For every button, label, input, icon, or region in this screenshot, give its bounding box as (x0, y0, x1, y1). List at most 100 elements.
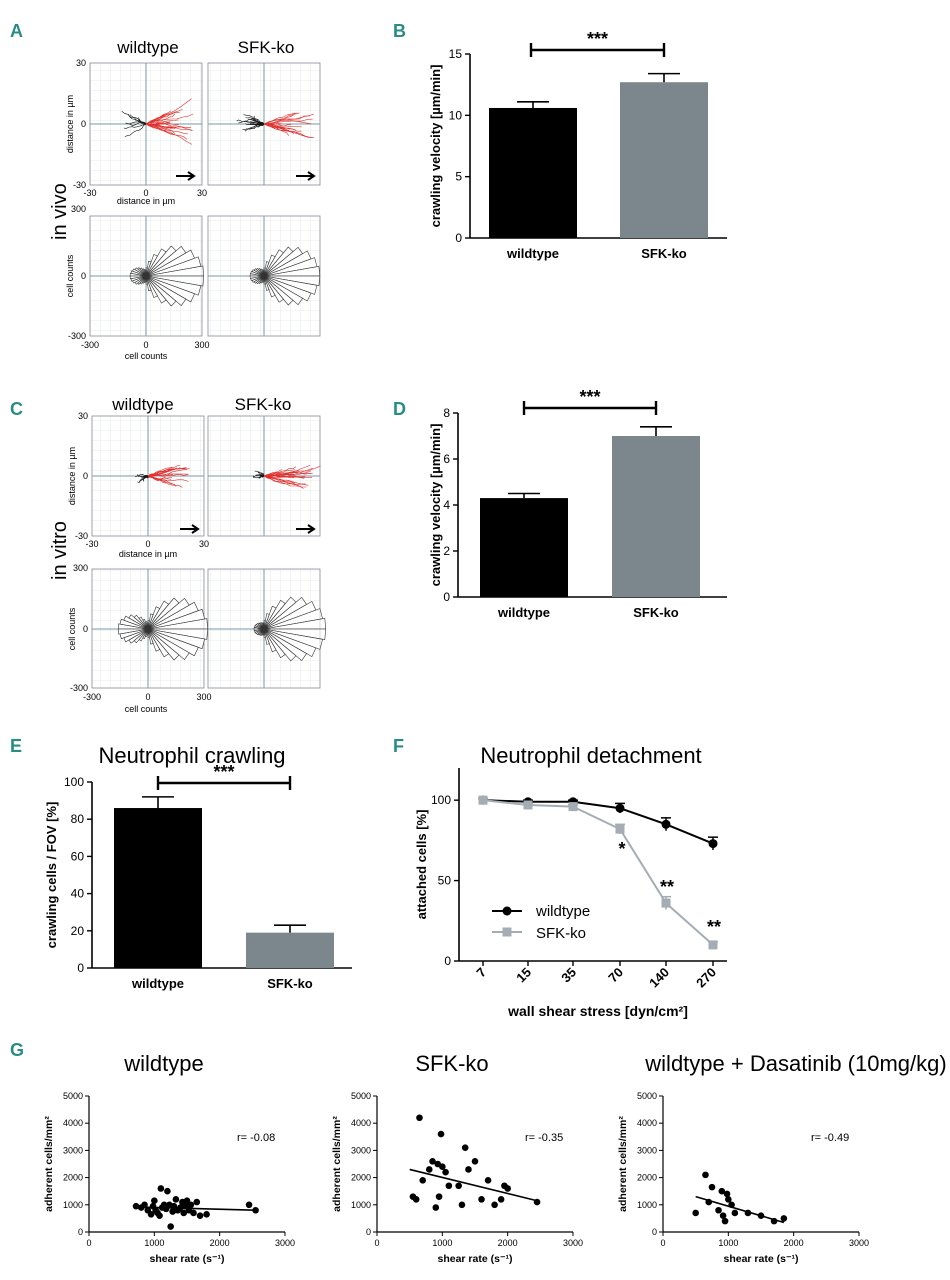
x-category-label: wildtype (131, 976, 184, 991)
data-point (715, 1206, 722, 1214)
legend-marker-wildtype (502, 906, 512, 916)
rose-vitro-sfk (253, 596, 327, 662)
x-tick-label: 270 (693, 965, 719, 991)
bar-wildtype (114, 808, 202, 968)
y-tick-label: 50 (438, 874, 452, 888)
data-point (721, 1217, 729, 1225)
track-line (263, 123, 315, 138)
track-line (129, 114, 147, 125)
x-tick-label: 0 (86, 1238, 91, 1248)
data-point-sfk-ko (661, 898, 671, 908)
track-ylabel: distance in µm (67, 447, 77, 505)
data-point (172, 1196, 180, 1203)
x-category-label: SFK-ko (633, 605, 679, 620)
track-line (147, 475, 177, 487)
tick-a-rose-ymid: 0 (81, 271, 86, 281)
track-line (253, 475, 265, 479)
chart-title: SFK-ko (415, 1051, 488, 1076)
x-tick-label: 140 (646, 965, 672, 991)
col-title-sfk: SFK-ko (235, 395, 292, 414)
y-tick-label: 4000 (637, 1118, 657, 1128)
track-line (145, 123, 193, 145)
data-point (692, 1209, 699, 1217)
y-tick-label: 0 (443, 590, 450, 604)
track-line (263, 470, 299, 477)
data-point (702, 1171, 709, 1179)
y-axis-label: crawling velocity [µm/min] (428, 65, 443, 228)
track-lines-vivo-sfk (236, 112, 315, 139)
track-line (263, 123, 303, 128)
y-tick-label: 3000 (637, 1145, 657, 1155)
data-point (183, 1197, 191, 1205)
track-line (125, 122, 147, 127)
y-tick-label: 2000 (63, 1173, 83, 1183)
data-point (708, 1183, 716, 1191)
tick-c-rose-xleft: -300 (83, 692, 101, 702)
x-tick-label: 1000 (718, 1238, 738, 1248)
direction-arrow-icon (176, 171, 196, 181)
correlation-label: r= -0.35 (525, 1132, 563, 1144)
panel-label-e: E (10, 736, 22, 756)
track-line (145, 114, 164, 125)
data-point (164, 1187, 171, 1195)
panel-label-a: A (10, 21, 23, 41)
track-line (245, 117, 265, 125)
data-point (435, 1193, 443, 1200)
panel-label-f: F (393, 736, 404, 756)
y-tick-label: 0 (444, 954, 451, 968)
track-line (137, 475, 149, 478)
rose-xlabel: cell counts (125, 704, 168, 714)
track-line (147, 466, 173, 477)
track-line (263, 466, 297, 477)
y-tick-label: 5 (455, 170, 462, 184)
data-point (458, 1201, 466, 1209)
data-point (484, 1177, 492, 1184)
tick-c-rose-xmid: 0 (145, 692, 150, 702)
y-tick-label: 0 (77, 961, 84, 975)
track-line (263, 474, 295, 478)
data-point (167, 1223, 174, 1230)
tick-c-xmid: 0 (145, 539, 150, 549)
y-tick-label: 2000 (637, 1173, 657, 1183)
x-tick-label: 3000 (563, 1238, 583, 1248)
panel-label-g: G (10, 1040, 24, 1060)
data-point (455, 1182, 462, 1190)
x-category-label: wildtype (497, 605, 550, 620)
data-point (439, 1163, 446, 1171)
significance-marker: * (618, 839, 625, 859)
y-tick-label: 5000 (351, 1091, 371, 1101)
track-line (145, 123, 176, 134)
y-tick-label: 4000 (351, 1118, 371, 1128)
regression-line (134, 1206, 256, 1212)
track-line (257, 471, 265, 477)
data-point (190, 1209, 197, 1217)
y-tick-label: 0 (366, 1227, 371, 1237)
tick-c-rose-ytop: 300 (73, 563, 88, 573)
x-tick-label: 2000 (210, 1238, 230, 1248)
bar-sfk-ko (620, 82, 708, 238)
chart-b: 0 5 10 15 wildtype SFK-ko *** crawling velocity… (428, 29, 727, 261)
tick-a-xleft: -30 (83, 188, 96, 198)
track-line (147, 467, 181, 477)
rose-sector (129, 275, 147, 280)
data-point (147, 1211, 155, 1218)
x-tick-label: 1000 (144, 1238, 164, 1248)
legend-marker-sfk-ko (502, 927, 512, 937)
regression-line (409, 1168, 538, 1202)
legend-label-sfk-ko: SFK-ko (536, 925, 586, 942)
x-tick-label: 0 (660, 1238, 665, 1248)
series-line-sfk-ko (482, 799, 714, 946)
track-line (124, 123, 147, 137)
track-line (145, 115, 166, 125)
rose-vivo-wt (129, 245, 205, 307)
tick-a-ymid: 0 (81, 119, 86, 129)
x-tick-label: 2000 (498, 1238, 518, 1248)
track-line (137, 117, 147, 125)
rose-ylabel: cell counts (65, 254, 75, 297)
data-point (203, 1211, 210, 1218)
track-line (147, 468, 190, 477)
y-tick-label: 100 (64, 775, 84, 789)
chart-g3: 0 1000 2000 3000 4000 5000 0 1000 2000 3000 r= -0.… (617, 1051, 947, 1265)
chart-g1: 0 1000 2000 3000 4000 5000 0 1000 2000 3000 r= -0.… (43, 1051, 295, 1265)
data-point (412, 1196, 420, 1203)
